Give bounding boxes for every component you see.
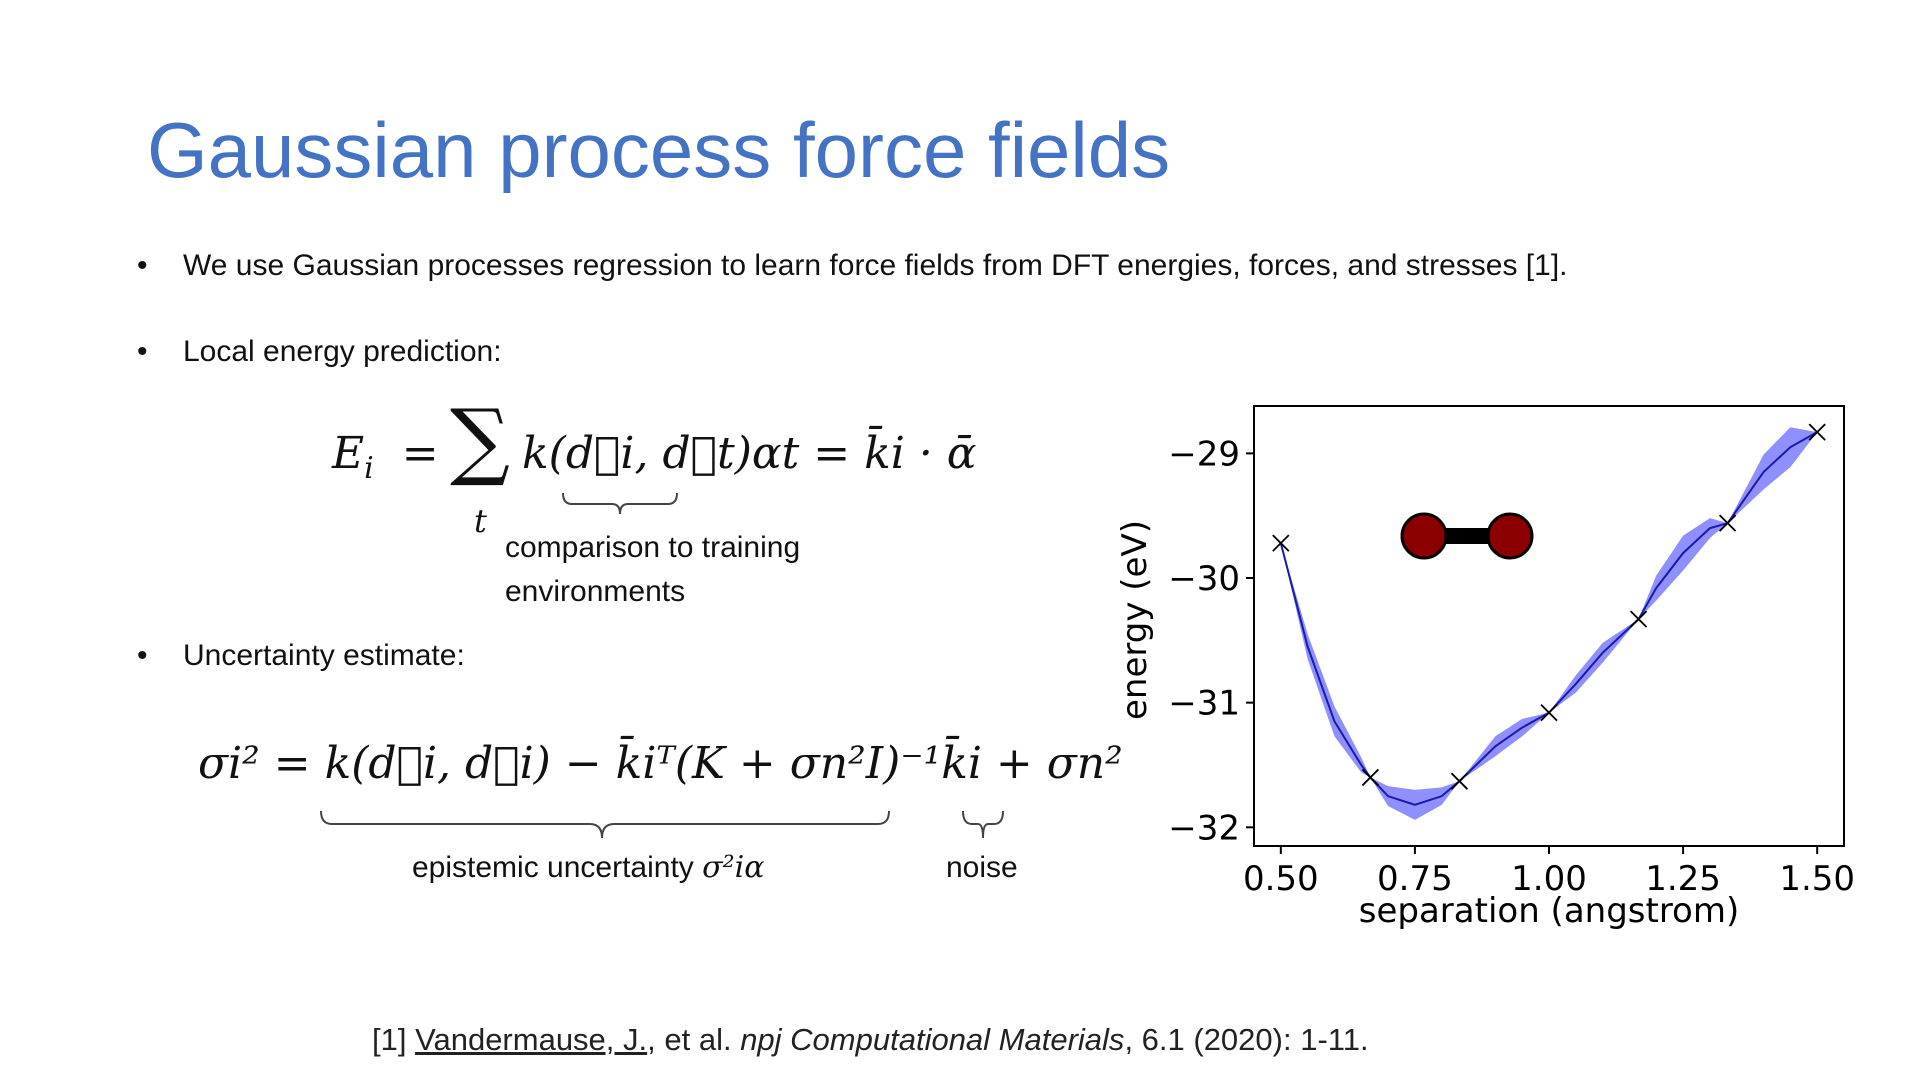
x-tick-label: 1.50 <box>1779 859 1855 899</box>
reference: [1] Vandermause, J., et al. npj Computat… <box>372 1022 1369 1058</box>
reference-prefix: [1] <box>372 1022 416 1057</box>
energy-equation-lhs: Ei = <box>332 428 439 486</box>
x-tick-label: 0.75 <box>1377 859 1453 899</box>
training-point-marker <box>1361 768 1380 787</box>
molecule-atom-right <box>1486 512 1534 560</box>
x-tick-label: 1.25 <box>1645 859 1721 899</box>
reference-author-link[interactable]: Vandermause, J. <box>415 1022 648 1057</box>
bullet-text: Uncertainty estimate: <box>183 639 465 672</box>
annotation-comparison-line1: comparison to training <box>505 531 801 564</box>
y-axis-label: energy (eV) <box>1115 520 1155 720</box>
sum-subscript: t <box>474 502 487 540</box>
mean-prediction-line <box>1279 431 1818 806</box>
bullet-text: Local energy prediction: <box>183 335 502 368</box>
energy-equals: = <box>401 428 439 479</box>
noise-brace <box>962 810 1004 839</box>
slide-title: Gaussian process force fields <box>147 106 1171 194</box>
y-tick-label: −30 <box>1168 559 1240 599</box>
energy-equation-rhs: k(d⃗i, d⃗t)αt = k̄i · ᾱ <box>522 428 977 479</box>
x-tick-label: 1.00 <box>1511 859 1587 899</box>
training-point-marker <box>1718 514 1737 532</box>
training-point-marker <box>1629 610 1648 628</box>
uncertainty-band <box>1280 427 1818 820</box>
annotation-comparison: comparison to training environments <box>505 526 800 613</box>
y-tick-label: −29 <box>1168 434 1240 474</box>
molecule-atom-left <box>1400 512 1448 560</box>
y-tick-label: −31 <box>1168 684 1240 724</box>
energy-separation-chart: 0.50 0.75 1.00 1.25 1.50 −29 −30 −31 −32 separat… <box>1115 405 1855 931</box>
training-point-marker <box>1450 772 1469 790</box>
training-point-marker <box>1808 423 1826 441</box>
training-point-marker <box>1540 703 1558 722</box>
reference-journal: npj Computational Materials <box>740 1022 1125 1057</box>
plot-area: 0.50 0.75 1.00 1.25 1.50 −29 −30 −31 −32 <box>1168 405 1855 899</box>
sum-symbol: ∑ <box>450 391 510 489</box>
annotation-epistemic: epistemic uncertainty σ²iα <box>412 846 765 890</box>
reference-suffix: , 6.1 (2020): 1-11. <box>1124 1022 1369 1057</box>
bullet-marker: • <box>137 639 148 672</box>
annotation-comparison-line2: environments <box>505 574 686 608</box>
bullet-uncertainty: • Uncertainty estimate: <box>137 638 465 674</box>
epistemic-brace <box>320 810 890 839</box>
energy-lhs-subscript: i <box>364 450 374 486</box>
annotation-noise: noise <box>946 851 1018 884</box>
bullet-marker: • <box>137 249 148 282</box>
y-tick-label: −32 <box>1168 808 1240 848</box>
x-tick-label: 0.50 <box>1243 859 1319 899</box>
energy-lhs-symbol: E <box>332 428 365 479</box>
bullet-marker: • <box>137 335 148 368</box>
reference-mid: , et al. <box>647 1022 741 1057</box>
annotation-epistemic-symbol: σ²iα <box>702 850 765 885</box>
bullet-local-energy: • Local energy prediction: <box>137 334 502 370</box>
annotation-epistemic-text: epistemic uncertainty <box>412 851 694 884</box>
uncertainty-equation: σi² = k(d⃗i, d⃗i) − k̄iᵀ(K + σn²I)⁻¹k̄i … <box>198 738 1123 789</box>
training-point-marker <box>1272 534 1290 552</box>
bullet-text: We use Gaussian processes regression to … <box>183 249 1568 282</box>
bullet-gaussian-regression: • We use Gaussian processes regression t… <box>137 248 1568 284</box>
comparison-brace <box>562 492 678 515</box>
x-axis-label: separation (angstrom) <box>1359 891 1740 931</box>
